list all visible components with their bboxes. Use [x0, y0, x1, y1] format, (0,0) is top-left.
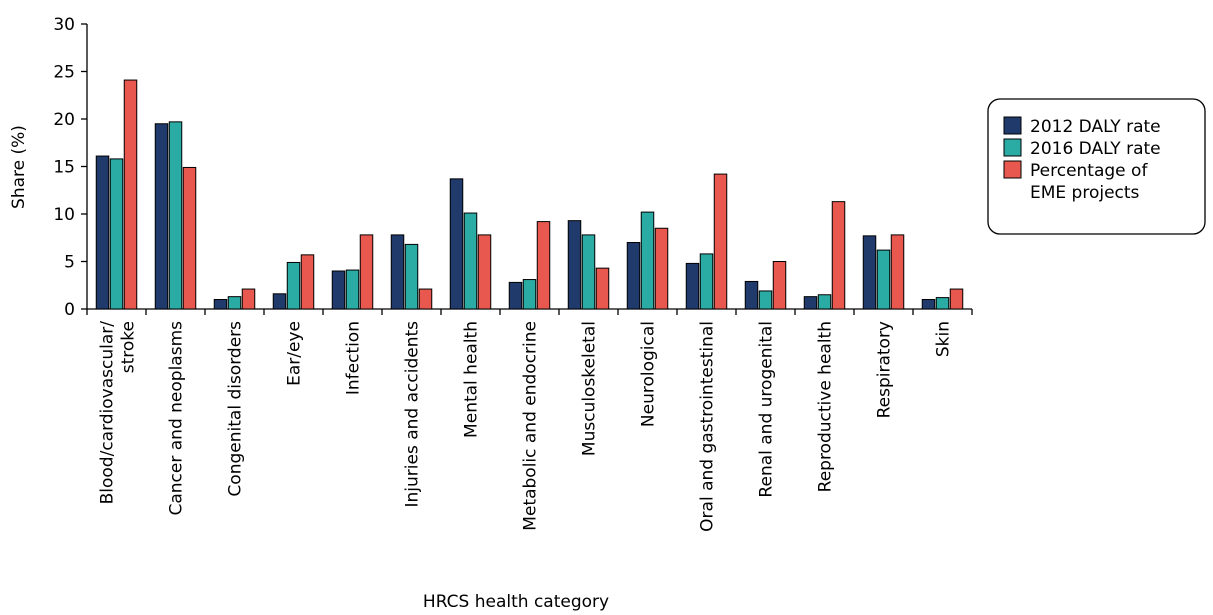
- bar-2: [109, 158, 124, 310]
- x-tick-label: Cancer and neoplasms: [167, 321, 187, 516]
- bar-3: [359, 234, 374, 310]
- bar-1: [213, 299, 228, 310]
- bar-1: [272, 293, 287, 310]
- bar-1: [803, 296, 818, 310]
- y-tick-label: 15: [53, 158, 75, 178]
- bar-1: [449, 178, 464, 310]
- bar-2: [227, 296, 242, 310]
- bar-2: [817, 294, 832, 310]
- bar-1: [154, 123, 169, 310]
- x-tick-label: Musculoskeletal: [580, 321, 600, 456]
- x-tick-label: Skin: [934, 321, 954, 357]
- x-tick-label: Ear/eye: [285, 321, 305, 386]
- bar-2: [876, 249, 891, 310]
- x-tick-label: Oral and gastrointestinal: [698, 321, 718, 532]
- x-tick-label: Infection: [344, 321, 364, 395]
- y-tick-label: 5: [64, 253, 75, 273]
- x-axis-title: HRCS health category: [423, 592, 609, 612]
- bar-3: [300, 254, 315, 310]
- bar-1: [862, 235, 877, 310]
- bar-3: [949, 288, 964, 310]
- y-tick-label: 20: [53, 110, 75, 130]
- bar-3: [713, 173, 728, 310]
- x-tick-label: Reproductive health: [816, 321, 836, 492]
- bar-3: [654, 227, 669, 310]
- bar-1: [626, 242, 641, 310]
- x-tick-label: Neurological: [639, 321, 659, 427]
- legend-label: 2012 DALY rate: [1030, 117, 1161, 137]
- bar-2: [758, 290, 773, 310]
- legend-swatch: [1003, 160, 1022, 179]
- bar-2: [404, 243, 419, 310]
- legend-box: [987, 98, 1206, 235]
- bar-3: [831, 201, 846, 310]
- y-tick-label: 30: [53, 15, 75, 35]
- x-tick-label: Renal and urogenital: [757, 321, 777, 498]
- bar-3: [536, 221, 551, 310]
- bar-2: [463, 212, 478, 310]
- bar-2: [522, 279, 537, 310]
- bar-1: [921, 299, 936, 310]
- bar-3: [418, 288, 433, 310]
- legend-label: 2016 DALY rate: [1030, 139, 1161, 159]
- bar-1: [390, 234, 405, 310]
- bar-1: [567, 220, 582, 310]
- bar-3: [477, 234, 492, 310]
- bar-1: [95, 155, 110, 310]
- bar-2: [168, 121, 183, 310]
- y-axis-title: Share (%): [9, 125, 29, 209]
- legend-swatch: [1003, 116, 1022, 135]
- bar-2: [699, 253, 714, 310]
- bar-2: [935, 297, 950, 310]
- legend-swatch: [1003, 138, 1022, 157]
- bar-1: [508, 281, 523, 310]
- plot-area: 0 5 10 15 20 25 30 Blood/cardiovascular/stroke C…: [53, 15, 973, 532]
- bar-3: [241, 288, 256, 310]
- bar-3: [123, 79, 138, 310]
- bar-3: [772, 261, 787, 310]
- bar-2: [640, 211, 655, 310]
- bar-1: [744, 280, 759, 310]
- bar-1: [685, 262, 700, 310]
- x-tick-label: Blood/cardiovascular/stroke: [98, 321, 139, 505]
- bar-3: [890, 234, 905, 310]
- bar-2: [286, 261, 301, 310]
- x-tick-label: Metabolic and endocrine: [521, 321, 541, 531]
- bar-3: [182, 166, 197, 310]
- x-tick-label: Respiratory: [875, 321, 895, 418]
- legend-label: Percentage of EME projects: [1030, 161, 1148, 203]
- y-tick-label: 10: [53, 205, 75, 225]
- bar-2: [581, 234, 596, 310]
- y-tick-label: 0: [64, 300, 75, 320]
- y-tick-label: 25: [53, 63, 75, 83]
- bar-1: [331, 270, 346, 310]
- x-tick-label: Congenital disorders: [226, 321, 246, 497]
- x-tick-label: Injuries and accidents: [403, 321, 423, 508]
- bar-2: [345, 269, 360, 310]
- bar-3: [595, 267, 610, 310]
- x-tick-label: Mental health: [462, 321, 482, 438]
